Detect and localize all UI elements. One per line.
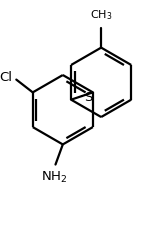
Text: CH$_3$: CH$_3$ bbox=[90, 8, 112, 22]
Text: S: S bbox=[84, 91, 93, 104]
Text: NH$_2$: NH$_2$ bbox=[41, 170, 68, 185]
Text: Cl: Cl bbox=[0, 71, 13, 84]
